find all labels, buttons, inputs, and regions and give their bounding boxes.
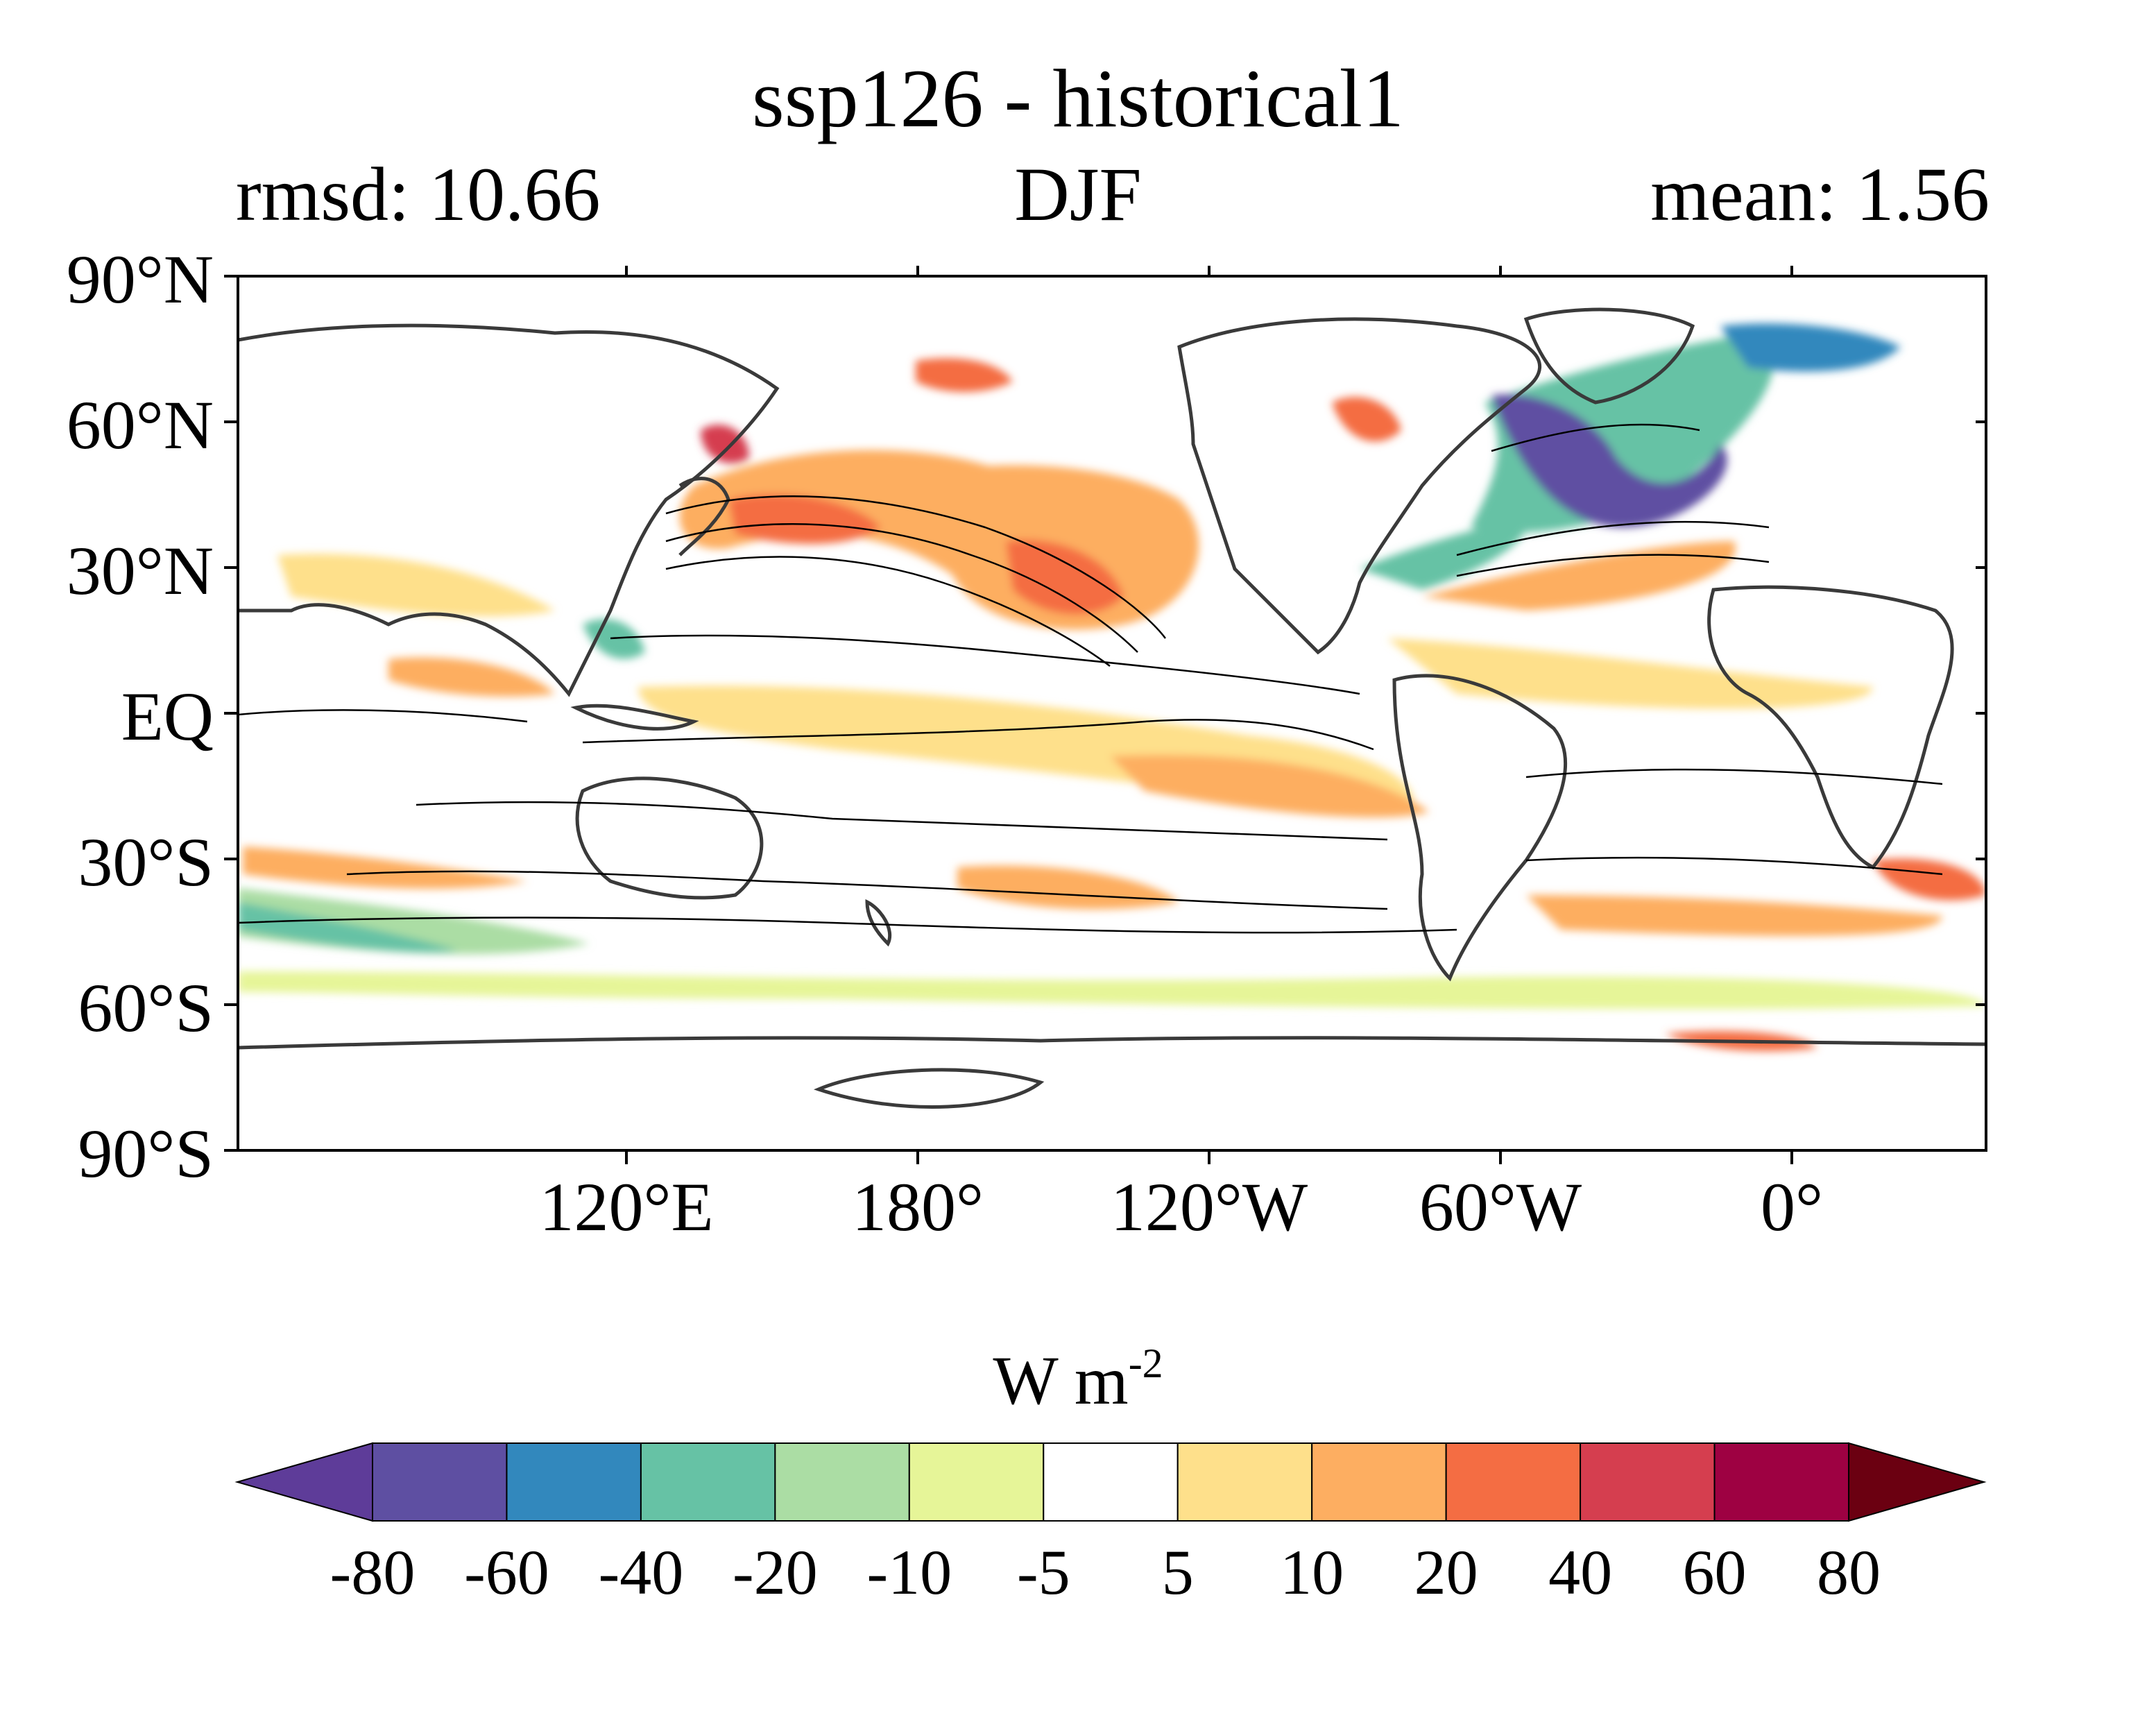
contour-line (665, 523, 1138, 653)
colorbar-swatch (1580, 1442, 1716, 1522)
eurasia-coastline (238, 323, 780, 697)
agulhas-warm (1873, 858, 1986, 901)
colorbar-tick-label: 80 (1817, 1537, 1881, 1608)
lon-label: 60°W (1419, 1168, 1582, 1245)
australia-coastline (575, 776, 764, 900)
colorbar-swatch (640, 1442, 776, 1522)
southern-indian-strong-cool (238, 902, 458, 953)
lon-label: 180° (852, 1168, 984, 1245)
colorbar-tick-label: -20 (733, 1537, 818, 1608)
antarctica-bay-coastline (813, 1068, 1045, 1109)
rmsd-label: rmsd: 10.66 (236, 152, 601, 237)
lat-label: 90°N (66, 241, 214, 318)
lat-label: EQ (121, 678, 214, 755)
colorbar-swatch (774, 1442, 910, 1522)
lon-label: 120°E (539, 1168, 714, 1245)
colorbar-tick-label: -60 (464, 1537, 549, 1608)
lon-label: 0° (1761, 1168, 1823, 1245)
contour-line (238, 709, 528, 723)
antarctica-coastline (238, 1036, 1986, 1050)
japan-coastline (678, 477, 730, 556)
lat-label: 30°N (66, 532, 214, 609)
colorbar-tick-label: 10 (1280, 1537, 1344, 1608)
contour-line (416, 801, 1388, 841)
colorbar-units-exponent: -2 (1128, 1340, 1163, 1386)
lon-label: 120°W (1110, 1168, 1308, 1245)
southern-ocean-light-cool (238, 971, 1986, 1010)
atlantic-warm-band (1422, 541, 1736, 611)
contour-line (582, 719, 1374, 751)
colorbar-tick-label: -40 (598, 1537, 684, 1608)
colorbar-tick-label: 5 (1161, 1537, 1194, 1608)
lat-label: 30°S (78, 824, 214, 901)
south-america-coastline (1392, 674, 1568, 982)
east-pacific-warm (1110, 755, 1429, 818)
contour-line (1525, 768, 1943, 785)
colorbar-units: W m (993, 1342, 1129, 1419)
north-america-coastline (1177, 317, 1542, 655)
contour-line (1525, 856, 1943, 876)
contour-line (1456, 520, 1770, 556)
kuroshio-strong-warm (728, 494, 881, 544)
indian-ocean-warm (277, 554, 555, 617)
gulf-stream-cool (1360, 513, 1529, 590)
bering-warm (916, 358, 1013, 392)
colorbar-tick-label: -10 (866, 1537, 952, 1608)
plot-title: ssp126 - historical1 (752, 52, 1404, 144)
colorbar-swatch (1043, 1442, 1179, 1522)
arabian-warm (388, 657, 555, 697)
okhotsk-warm (701, 425, 749, 463)
colorbar-tick-label: 20 (1414, 1537, 1478, 1608)
tropical-atlantic-warm (1387, 638, 1873, 709)
labrador-strong-cool (1491, 394, 1727, 527)
lat-label: 60°S (78, 969, 214, 1046)
colorbar-tick-label: 40 (1548, 1537, 1613, 1608)
contour-line (238, 917, 1457, 934)
colorbar-extend-low (234, 1442, 373, 1522)
colorbar-tick-label: -80 (330, 1537, 416, 1608)
contour-line (610, 634, 1360, 695)
colorbar-swatch (1311, 1442, 1447, 1522)
coastlines (238, 307, 1986, 1109)
subtropical-pacific-warm (1006, 540, 1124, 615)
new-zealand-coastline (865, 899, 892, 947)
indonesia-coastline (570, 704, 699, 731)
south-pacific-warm (957, 865, 1179, 910)
colorbar-swatch (1177, 1442, 1313, 1522)
south-atlantic-warm (1526, 895, 1942, 936)
lat-label: 60°N (66, 386, 214, 463)
colorbar-title: W m-2 (0, 1343, 2156, 1415)
mean-label: mean: 1.56 (1650, 152, 1990, 237)
colorbar-swatch (1445, 1442, 1582, 1522)
axis-ticks (224, 266, 1986, 1164)
greenland-sea-warm (1332, 397, 1401, 442)
colorbar-swatch (506, 1442, 642, 1522)
contour-line (1491, 423, 1700, 452)
colorbar-extend-high (1848, 1442, 1987, 1522)
south-indian-warm (243, 846, 527, 889)
colorbar-swatch (1713, 1442, 1849, 1522)
climatology-contours (238, 423, 1943, 934)
contour-line (665, 495, 1166, 639)
colorbar-swatch (372, 1442, 508, 1522)
colorbar-swatch (908, 1442, 1045, 1522)
anomaly-field (238, 307, 1986, 1109)
contour-line (665, 556, 1111, 667)
africa-coastline (1707, 585, 1954, 870)
season-label: DJF (1014, 152, 1142, 237)
nordic-cool (1720, 323, 1901, 372)
lat-label: 90°S (78, 1115, 214, 1192)
contour-line (1456, 554, 1770, 577)
colorbar-tick-label: -5 (1016, 1537, 1070, 1608)
colorbar-tick-label: 60 (1682, 1537, 1747, 1608)
contour-line (346, 870, 1388, 910)
colorbar (234, 1442, 1987, 1522)
greenland-coastline (1523, 307, 1695, 405)
